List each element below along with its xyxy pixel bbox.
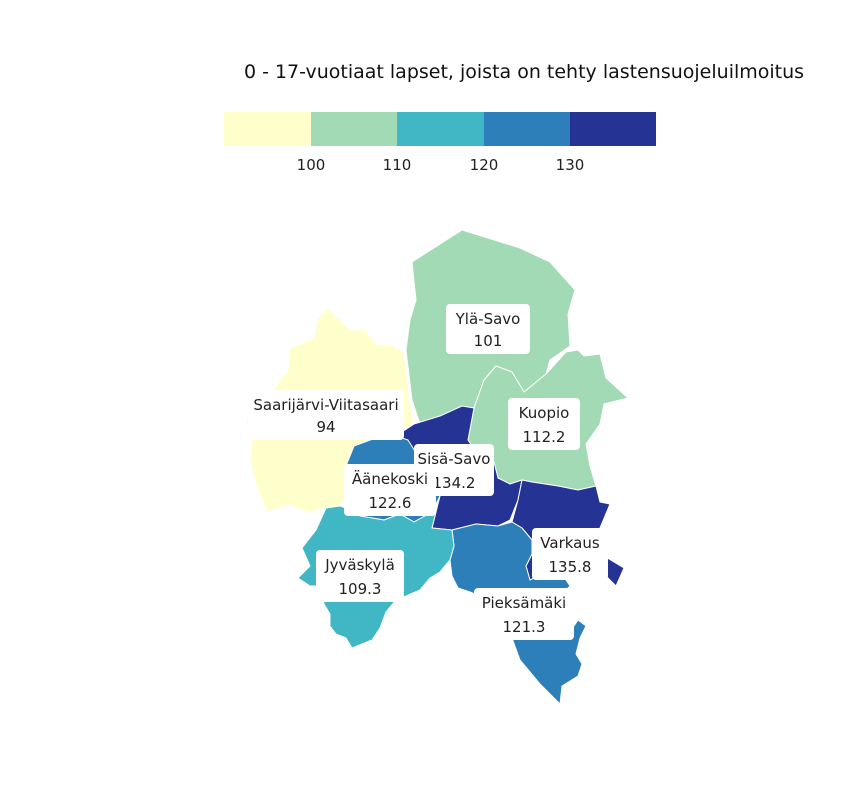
region-name-aanekoski: Äänekoski [352, 469, 428, 488]
map-title: 0 - 17-vuotiaat lapset, joista on tehty … [244, 61, 804, 83]
region-value-kuopio: 112.2 [523, 428, 566, 446]
region-name-yla-savo: Ylä-Savo [455, 310, 521, 328]
label-saarijarvi-viitasaari: Saarijärvi-Viitasaari 94 [248, 390, 404, 440]
legend-swatch-1 [224, 112, 311, 146]
region-name-varkaus: Varkaus [540, 534, 600, 552]
region-value-saarijarvi-viitasaari: 94 [316, 418, 335, 436]
label-jyvaskyla: Jyväskylä 109.3 [316, 550, 404, 602]
region-value-pieksamaki: 121.3 [503, 618, 546, 636]
legend-tick-120: 120 [470, 156, 499, 174]
region-name-kuopio: Kuopio [519, 404, 570, 422]
region-name-jyvaskyla: Jyväskylä [324, 556, 395, 574]
legend-tick-100: 100 [297, 156, 326, 174]
region-name-sisa-savo: Sisä-Savo [418, 450, 491, 468]
labels: Saarijärvi-Viitasaari 94 Ylä-Savo 101 Ku… [248, 304, 608, 640]
region-value-sisa-savo: 134.2 [433, 474, 476, 492]
label-varkaus: Varkaus 135.8 [532, 528, 608, 580]
region-value-jyvaskyla: 109.3 [339, 580, 382, 598]
legend-swatch-2 [311, 112, 397, 146]
region-value-varkaus: 135.8 [549, 558, 592, 576]
region-name-saarijarvi-viitasaari: Saarijärvi-Viitasaari [253, 396, 398, 414]
legend-tick-130: 130 [556, 156, 585, 174]
legend-swatch-5 [570, 112, 656, 146]
legend-swatch-4 [484, 112, 570, 146]
legend: 100 110 120 130 [224, 112, 656, 174]
label-kuopio: Kuopio 112.2 [508, 398, 580, 450]
region-value-yla-savo: 101 [474, 332, 503, 350]
label-yla-savo: Ylä-Savo 101 [446, 304, 530, 354]
label-aanekoski: Äänekoski 122.6 [344, 464, 436, 516]
label-pieksamaki: Pieksämäki 121.3 [474, 588, 574, 640]
legend-swatch-3 [397, 112, 484, 146]
legend-tick-110: 110 [383, 156, 412, 174]
region-value-aanekoski: 122.6 [369, 494, 412, 512]
region-name-pieksamaki: Pieksämäki [482, 594, 566, 612]
